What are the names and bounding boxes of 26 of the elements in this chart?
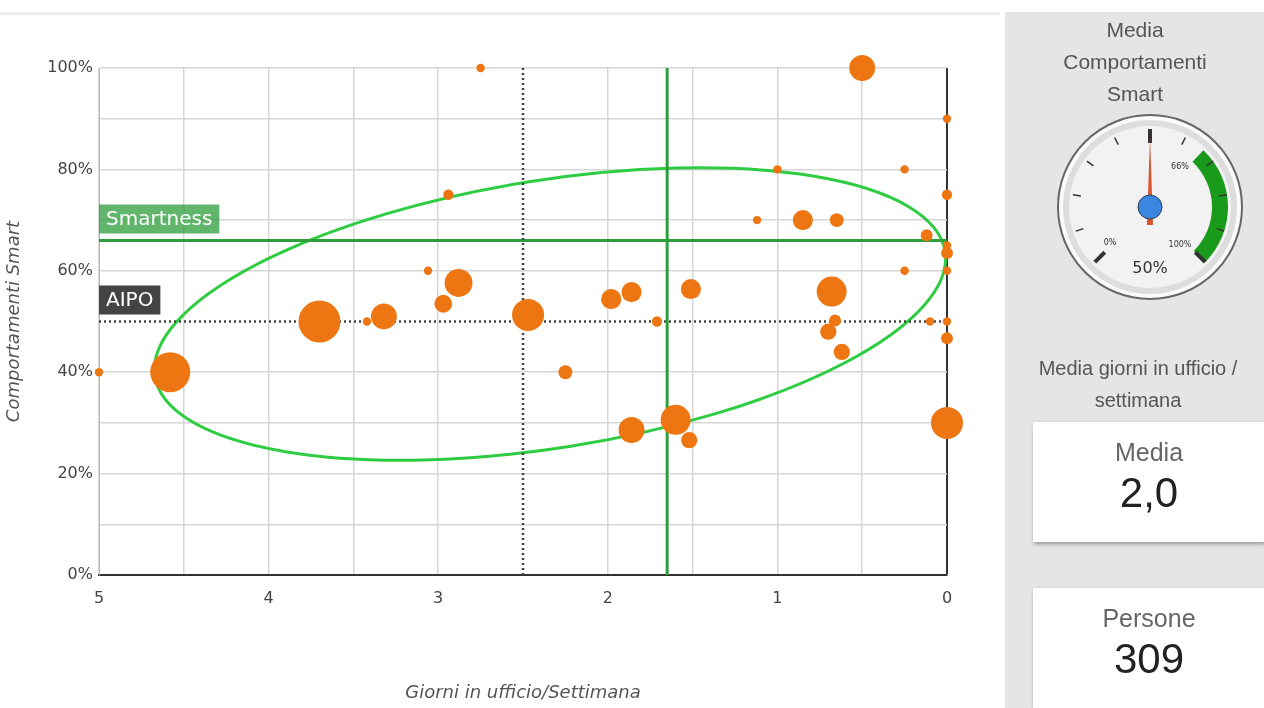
y-tick-label: 80%	[57, 158, 93, 178]
x-tick-label: 1	[772, 587, 783, 607]
x-tick-label: 0	[941, 587, 953, 607]
text: 309	[1112, 635, 1186, 683]
x-tick-label: 5	[93, 587, 105, 607]
y-tick-label: 0%	[67, 564, 93, 584]
y-tick-label: 60%	[57, 259, 93, 279]
text: Persone	[1101, 604, 1197, 633]
y-tick-label: 100%	[47, 57, 93, 77]
x-tick-label: 2	[602, 587, 613, 607]
text: 66%	[1171, 162, 1190, 171]
text: 50%	[1132, 258, 1168, 277]
x-axis-title: Giorni in ufficio/Settimana	[405, 680, 641, 702]
x-tick-label: 4	[263, 587, 274, 607]
text: Media	[1113, 438, 1185, 467]
text: Media giorni in ufficio / settimana	[1037, 356, 1239, 413]
y-axis-title: Comportamenti Smart	[2, 219, 24, 423]
ref-line-label: Smartness	[106, 205, 213, 230]
y-tick-label: 20%	[57, 462, 93, 482]
text: 2,0	[1118, 469, 1180, 517]
ref-line-label: AIPO	[106, 286, 154, 311]
text: 100%	[1168, 240, 1192, 249]
y-tick-label: 40%	[57, 361, 93, 381]
text: 0%	[1103, 238, 1117, 247]
x-tick-label: 3	[433, 587, 444, 607]
text: Media Comportamenti Smart	[1062, 17, 1208, 107]
